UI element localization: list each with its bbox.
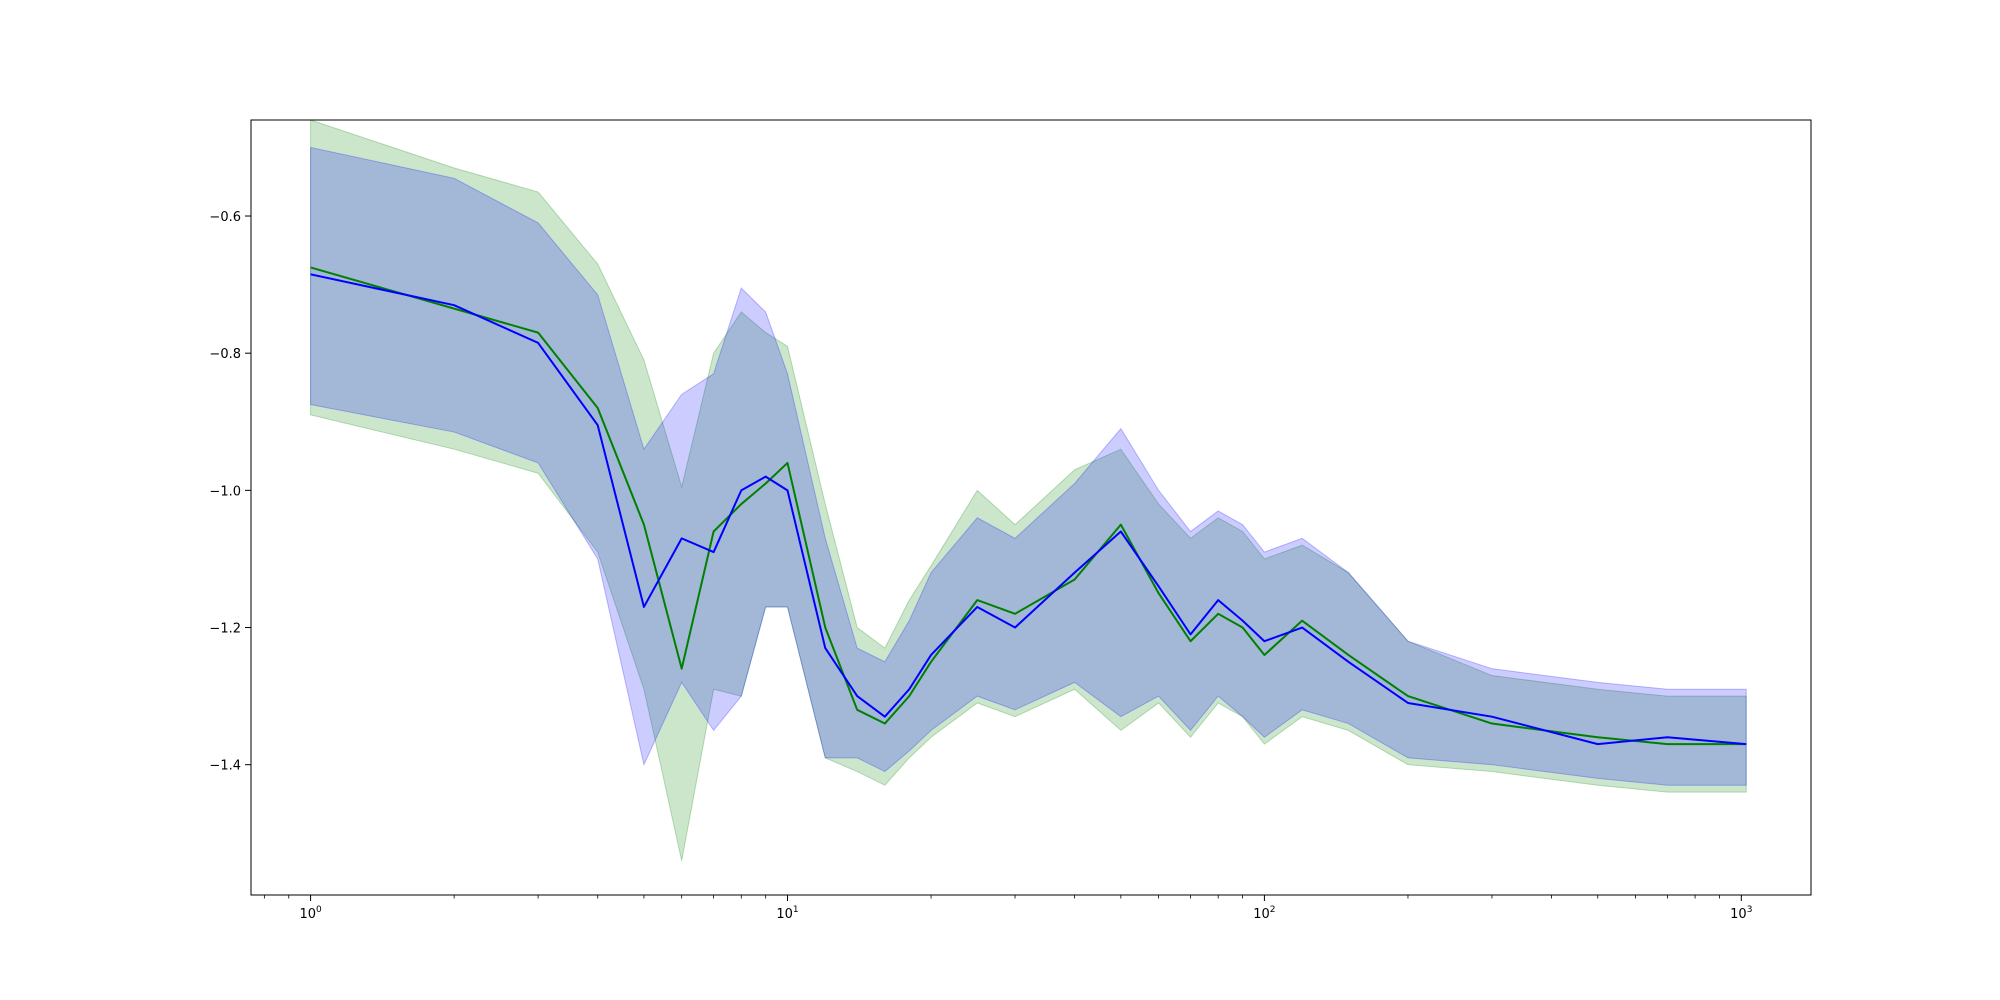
band-series-1 — [310, 119, 1747, 861]
x-tick-label: 103 — [1730, 905, 1752, 922]
y-tick-label: −0.8 — [209, 347, 241, 362]
y-tick-label: −0.6 — [209, 210, 241, 225]
confidence-bands — [310, 119, 1747, 861]
x-tick-label: 102 — [1253, 905, 1275, 922]
x-tick-label: 101 — [776, 905, 798, 922]
line-series-1 — [310, 266, 1747, 746]
series-lines — [310, 266, 1747, 746]
y-tick-label: −1.2 — [209, 622, 241, 637]
plot-frame — [250, 119, 1812, 896]
y-tick-label: −1.0 — [209, 484, 241, 499]
y-tick-label: −1.4 — [209, 759, 241, 774]
y-axis: −0.6 −0.8 −1.0 −1.2 −1.4 — [209, 210, 251, 774]
x-axis: 100 101 102 103 — [263, 895, 1752, 922]
x-tick-label: 100 — [299, 905, 322, 922]
line-series-2 — [310, 273, 1747, 746]
